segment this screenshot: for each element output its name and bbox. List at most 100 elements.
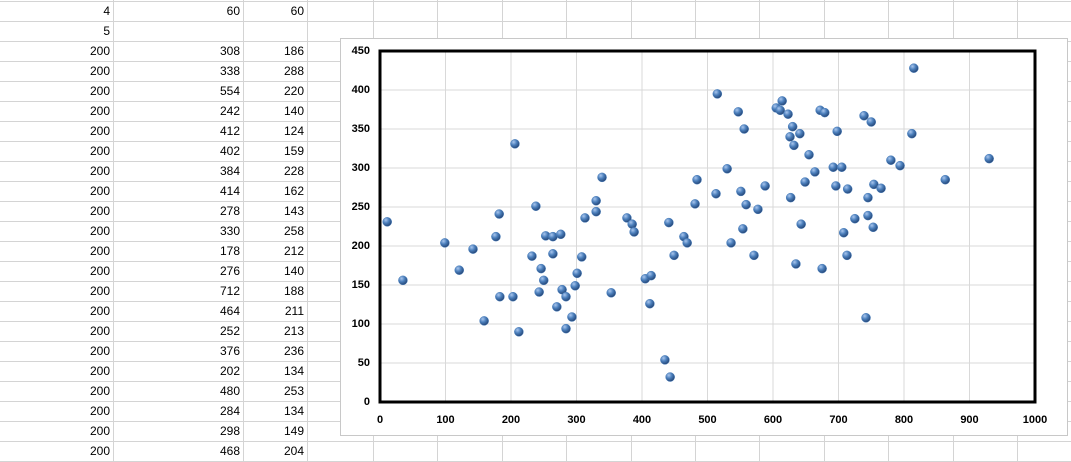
cell: 200 [90, 404, 110, 418]
x-tick-label: 800 [895, 414, 913, 426]
cell: 60 [291, 4, 305, 18]
cell: 200 [90, 264, 110, 278]
point [398, 275, 408, 286]
point [567, 312, 577, 322]
cell: 384 [220, 164, 240, 178]
y-tick-label: 100 [352, 318, 370, 330]
cell: 200 [90, 64, 110, 78]
point [861, 313, 871, 323]
point [664, 217, 674, 228]
cell: 376 [220, 344, 240, 358]
point [552, 302, 562, 312]
point [527, 251, 537, 261]
point [491, 231, 501, 242]
point [580, 213, 590, 223]
point [863, 192, 873, 203]
plot-border [378, 49, 1037, 404]
y-tick-label: 0 [364, 396, 370, 408]
point [741, 199, 751, 210]
point [534, 287, 544, 297]
point [895, 160, 905, 171]
cell: 200 [90, 84, 110, 98]
cell: 200 [90, 364, 110, 378]
cell: 134 [284, 404, 304, 418]
point [787, 121, 798, 132]
point [726, 238, 736, 248]
point [682, 238, 692, 248]
point [739, 124, 749, 134]
point [572, 268, 582, 279]
cell: 308 [220, 44, 240, 58]
cell: 143 [284, 204, 304, 218]
cell: 242 [220, 104, 240, 118]
point [548, 249, 558, 259]
point [531, 201, 541, 211]
cell: 200 [90, 144, 110, 158]
point [722, 164, 732, 174]
point [627, 219, 637, 229]
point [548, 231, 558, 242]
cell: 204 [284, 444, 304, 458]
x-tick-label: 100 [436, 414, 454, 426]
point [570, 281, 580, 291]
cell: 200 [90, 164, 110, 178]
point [440, 238, 450, 248]
point [866, 117, 876, 127]
point [831, 181, 841, 191]
point [783, 109, 793, 119]
point [753, 204, 763, 215]
point [760, 181, 770, 191]
x-tick-label: 0 [377, 414, 383, 426]
cell: 200 [90, 344, 110, 358]
point [738, 224, 748, 234]
point [494, 209, 504, 219]
cell: 200 [90, 204, 110, 218]
cell: 288 [284, 64, 304, 78]
cell: 200 [90, 384, 110, 398]
cell: 140 [284, 104, 304, 118]
cell: 200 [90, 304, 110, 318]
x-tick-label: 400 [633, 414, 651, 426]
point [789, 140, 799, 151]
cell: 228 [284, 164, 304, 178]
cell: 468 [220, 444, 240, 458]
chart-area [340, 38, 1068, 436]
cell: 200 [90, 424, 110, 438]
point [692, 174, 702, 185]
point [561, 323, 571, 334]
point [736, 186, 746, 197]
cell: 412 [220, 124, 240, 138]
point [828, 162, 839, 172]
cell: 202 [220, 364, 240, 378]
y-tick-label: 200 [352, 240, 370, 252]
point [785, 192, 796, 203]
point [606, 288, 616, 298]
point [597, 172, 607, 183]
cell: 211 [285, 304, 304, 318]
cell: 212 [284, 244, 304, 258]
point [561, 291, 571, 302]
point [382, 217, 392, 227]
cell: 284 [220, 404, 240, 418]
cell: 188 [284, 284, 304, 298]
x-tick-label: 300 [567, 414, 585, 426]
point [837, 162, 847, 172]
y-tick-label: 400 [352, 84, 370, 96]
cell: 330 [220, 224, 240, 238]
cell: 200 [90, 44, 110, 58]
cell: 140 [284, 264, 304, 278]
cell: 178 [220, 244, 240, 258]
point [863, 210, 873, 221]
point [645, 298, 655, 309]
point [819, 107, 830, 118]
cell: 402 [220, 144, 240, 158]
point [796, 219, 806, 229]
x-tick-label: 200 [502, 414, 520, 426]
point [876, 183, 886, 194]
x-tick-label: 500 [698, 414, 716, 426]
cell: 200 [90, 224, 110, 238]
point [591, 196, 601, 206]
point [510, 139, 520, 149]
cell: 464 [220, 304, 240, 318]
